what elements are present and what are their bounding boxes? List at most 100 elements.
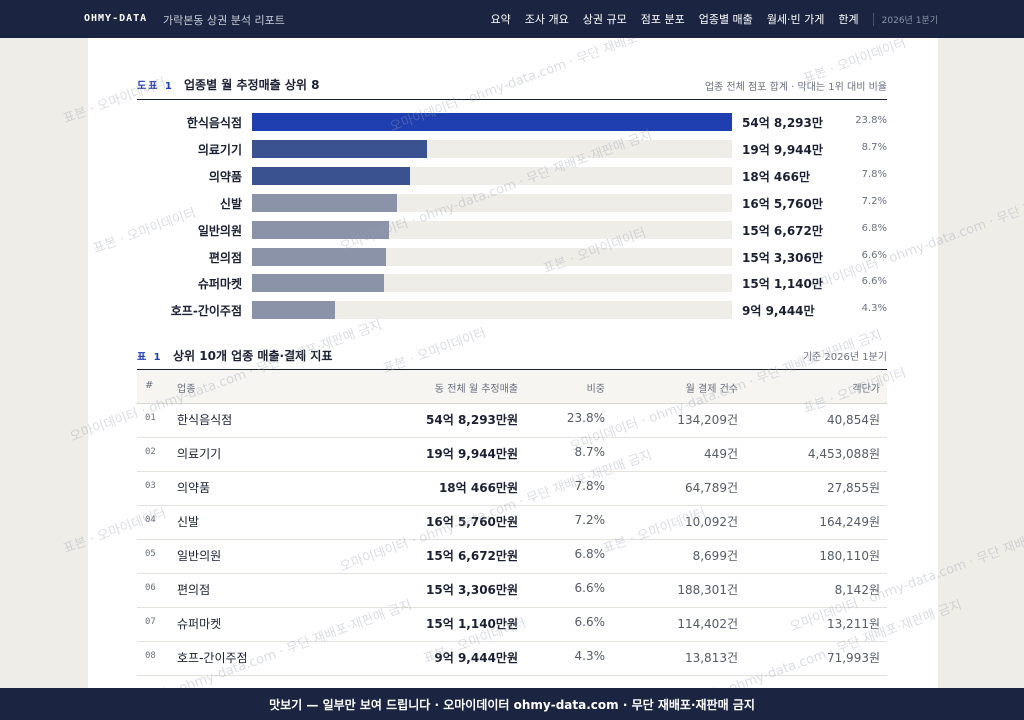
table-cell: 8,142원 [834, 583, 880, 597]
header-bg [137, 370, 887, 404]
nav-link[interactable]: 점포 분포 [640, 13, 685, 26]
value-label: 15억 1,140만 [742, 277, 823, 292]
table-cell: 10,092건 [684, 515, 738, 529]
figure-label: 도표 1 [137, 81, 174, 92]
value-label: 18억 466만 [742, 169, 811, 184]
table-cell: 05 [145, 549, 156, 559]
bar [252, 247, 387, 266]
table-cell: 07 [145, 617, 156, 627]
column-header: 객단가 [852, 384, 880, 395]
table-cell: 한식음식점 [177, 413, 233, 427]
table-cell: 64,789건 [684, 481, 738, 495]
table-cell: 03 [145, 481, 156, 491]
bar [252, 301, 335, 320]
table-cell: 08 [145, 651, 156, 661]
table-cell: 신발 [177, 515, 200, 529]
nav-link[interactable]: 요약 [490, 13, 511, 26]
table-cell: 7.2% [574, 513, 606, 527]
bar-label: 호프-간이주점 [170, 304, 242, 319]
table-cell: 27,855원 [826, 481, 880, 495]
table-cell: 15억 6,672만원 [426, 549, 518, 563]
bar [252, 166, 410, 185]
table-cell: 54억 8,293만원 [426, 413, 518, 427]
row-rule [137, 607, 887, 608]
table-cell: 13,211원 [826, 617, 880, 631]
table-cell: 02 [145, 447, 156, 457]
bar-label: 편의점 [208, 250, 242, 265]
nav-link[interactable]: 조사 개요 [524, 13, 569, 26]
bar [252, 139, 428, 158]
row-rule [137, 641, 887, 642]
table-cell: 8.7% [574, 445, 606, 459]
table-cell: 편의점 [177, 583, 211, 597]
table-cell: 114,402건 [677, 617, 738, 631]
table-cell: 호프-간이주점 [177, 651, 248, 665]
share-label: 23.8% [855, 115, 887, 126]
bar [252, 193, 398, 212]
nav-period: 2026년 1분기 [872, 12, 938, 26]
bar-label: 의료기기 [197, 142, 242, 157]
share-label: 8.7% [861, 141, 887, 153]
table-cell: 6.6% [574, 615, 606, 629]
nav-link[interactable]: 월세·빈 가게 [766, 13, 825, 26]
share-label: 6.6% [861, 249, 887, 261]
table-cell: 16억 5,760만원 [426, 515, 518, 529]
table-cell: 13,813건 [684, 651, 738, 665]
share-label: 7.2% [861, 195, 887, 207]
share-label: 6.6% [861, 276, 887, 288]
value-label: 19억 9,944만 [742, 142, 823, 157]
table-cell: 19억 9,944만원 [426, 447, 518, 461]
nav-link[interactable]: 업종별 매출 [698, 13, 753, 26]
nav-links: 요약 조사 개요 상권 규모 점포 분포 업종별 매출 월세·빈 가게 한계 2026년 1분… [490, 0, 938, 38]
column-header: 월 결제 건수 [685, 384, 738, 395]
table-cell: 134,209건 [677, 413, 738, 427]
table-cell: 71,993원 [826, 651, 880, 665]
row-rule [137, 437, 887, 438]
table-cell: 164,249원 [819, 515, 880, 529]
table-title: 상위 10개 업종 매출·결제 지표 [173, 349, 333, 363]
figure-title: 업종별 월 추정매출 상위 8 [184, 78, 320, 92]
table-cell: 8,699건 [692, 549, 738, 563]
figure-subtitle: 업종 전체 점포 합계 · 막대는 1위 대비 비율 [704, 82, 887, 93]
value-label: 15억 6,672만 [742, 223, 823, 238]
row-rule [137, 505, 887, 506]
row-rule [137, 471, 887, 472]
table-cell: 6.6% [574, 581, 606, 595]
table-label: 표 1 [137, 352, 163, 363]
table-cell: 180,110원 [819, 549, 880, 563]
share-label: 7.8% [861, 168, 887, 180]
nav-link[interactable]: 상권 규모 [582, 13, 627, 26]
table-cell: 의료기기 [177, 447, 222, 461]
table-cell: 06 [145, 583, 156, 593]
value-label: 16억 5,760만 [742, 196, 823, 211]
value-label: 9억 9,444만 [742, 304, 815, 319]
bar-label: 슈퍼마켓 [197, 277, 242, 292]
nav-link[interactable]: 한계 [838, 13, 859, 26]
table-cell: 9억 9,444만원 [434, 651, 518, 665]
bar-label: 신발 [219, 196, 242, 211]
table-cell: 의약품 [177, 481, 211, 495]
column-header: # [145, 380, 154, 391]
table-cell: 188,301건 [677, 583, 738, 597]
table-rule [137, 369, 887, 370]
brand[interactable]: OHMY-DATA [84, 13, 148, 24]
table-cell: 6.8% [574, 547, 606, 561]
bar-label: 의약품 [208, 169, 242, 184]
table-cell: 40,854원 [826, 413, 880, 427]
share-label: 4.3% [861, 303, 887, 315]
table-cell: 15억 3,306만원 [426, 583, 518, 597]
table-cell: 4.3% [574, 649, 606, 663]
table-cell: 일반의원 [177, 549, 222, 563]
table-cell: 15억 1,140만원 [426, 617, 518, 631]
row-rule [137, 675, 887, 676]
table-cell: 7.8% [574, 479, 606, 493]
table-cell: 01 [145, 413, 156, 423]
bar [252, 274, 385, 293]
bar [252, 220, 390, 239]
footer-text: 맛보기 — 일부만 보여 드립니다 · 오마이데이터 ohmy-data.com… [269, 697, 755, 712]
table-cell: 슈퍼마켓 [177, 617, 222, 631]
bar-track [252, 301, 732, 320]
table-cell: 18억 466만원 [438, 481, 518, 495]
table-note: 기준 2026년 1분기 [802, 352, 887, 363]
share-label: 6.8% [861, 222, 887, 234]
